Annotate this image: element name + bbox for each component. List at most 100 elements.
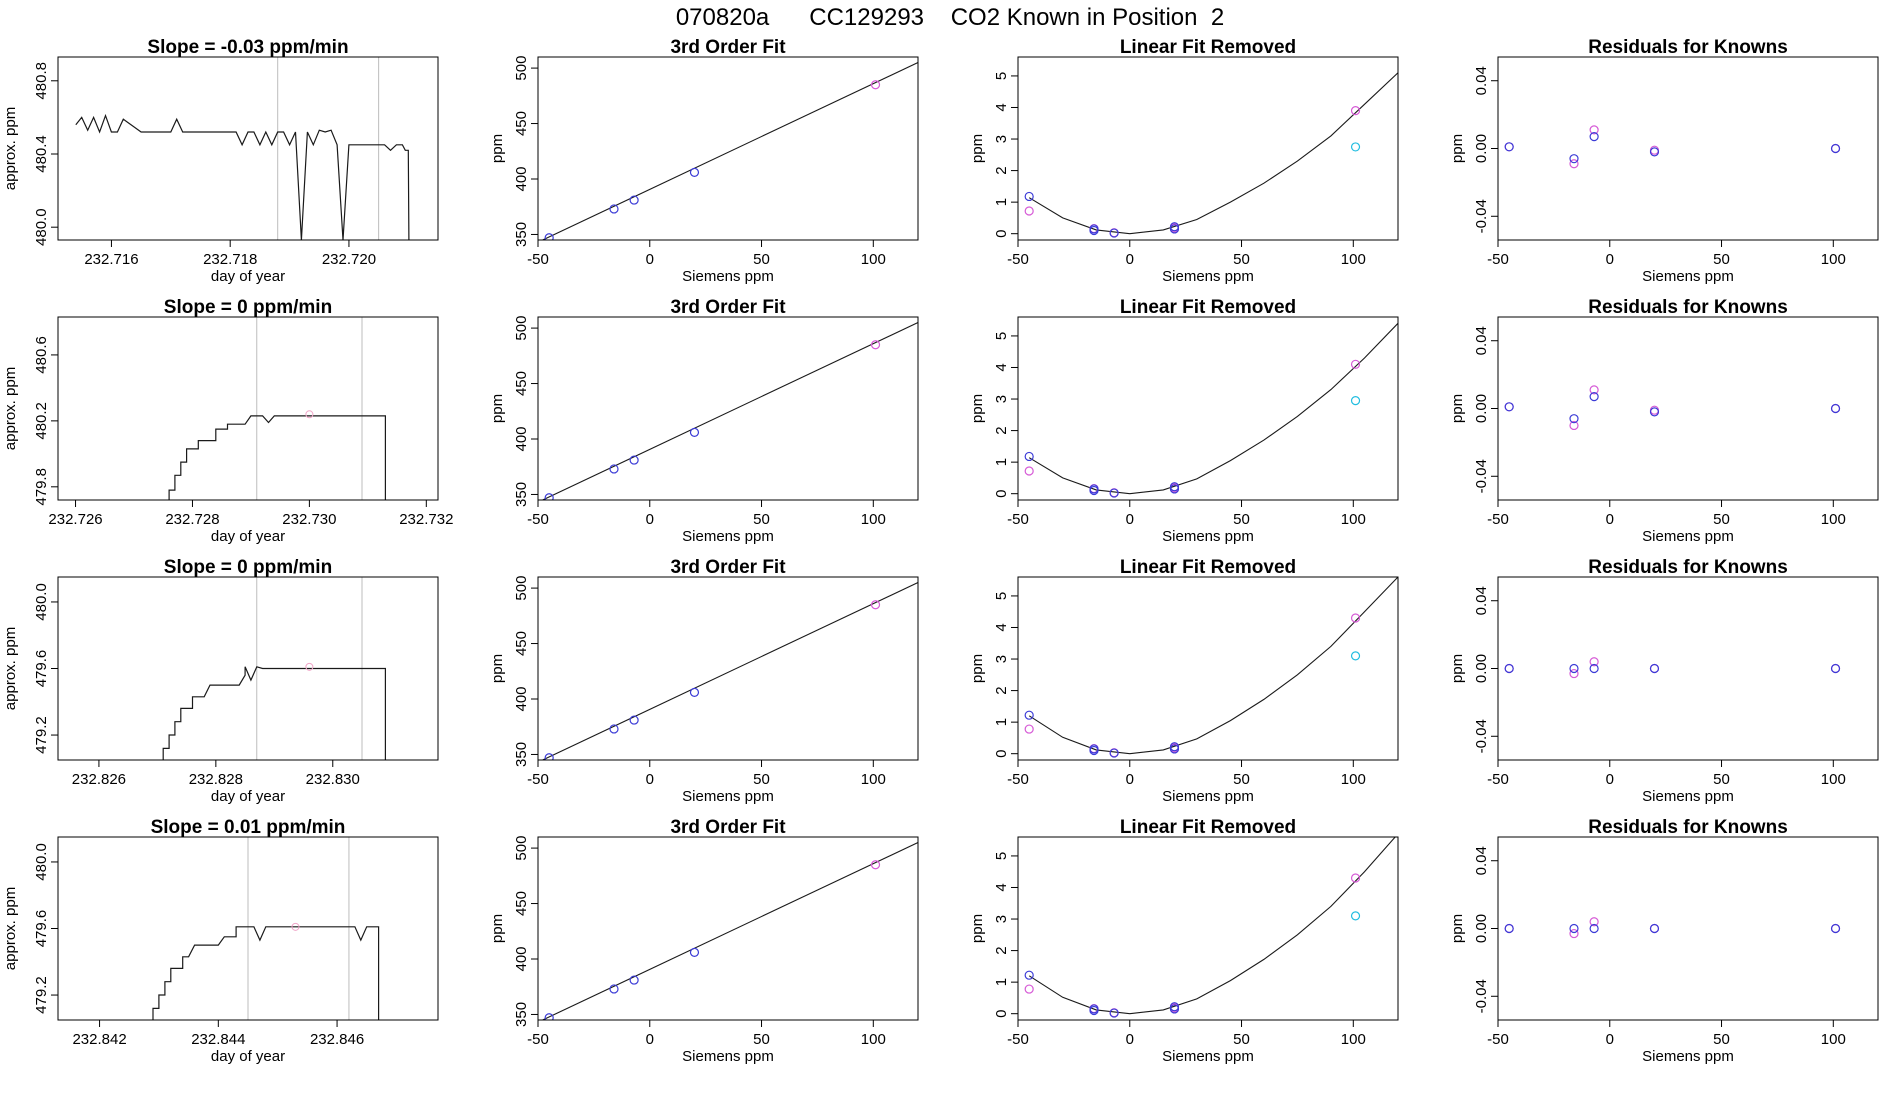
- panel-r4c3-point-cyan-1: [1350, 911, 1361, 921]
- panel-r3c4-ytick-label-3: 0.04: [1473, 586, 1490, 615]
- panel-r4c4-plot-area: [1504, 917, 1841, 939]
- panel-r2c1-xtick-label-3: 232.730: [282, 511, 336, 528]
- panel-r2c2-xtick-label-1: -50: [527, 511, 549, 528]
- panel-r4c1-title: Slope = 0.01 ppm/min: [151, 817, 346, 838]
- panel-r1c3-point-magenta-5: [1350, 106, 1361, 116]
- panel-r2c4-xtick-label-1: -50: [1487, 511, 1509, 528]
- panel-r4c4-point-magenta-2: [1569, 928, 1579, 939]
- panel-r4c1-ytick-label-3: 480.0: [33, 843, 50, 881]
- panel-r2c1-xlabel: day of year: [211, 528, 285, 545]
- panel-r1c3-xtick-label-2: 0: [1126, 251, 1134, 268]
- panel-r1c4: -50 0 50 100 -0.04 0.00 0.04 Residuals for Know…: [1449, 37, 1879, 285]
- panel-r4c4-point-blue-1: [1504, 923, 1514, 934]
- panel-r4c2-xtick-label-2: 0: [646, 1031, 654, 1048]
- panel-r2c2-frame: [537, 316, 919, 501]
- panel-r3c2-xlabel: Siemens ppm: [682, 788, 774, 805]
- panel-r4c3-xtick-label-3: 50: [1233, 1031, 1250, 1048]
- panel-r2c2-title: 3rd Order Fit: [670, 297, 786, 318]
- panel-r3c4-ytick-label-1: -0.04: [1473, 719, 1490, 753]
- panel-r2c4: -50 0 50 100 -0.04 0.00 0.04 Residuals for Know…: [1449, 297, 1879, 545]
- panel-r1c1-ytick-label-3: 480.8: [33, 62, 50, 100]
- panel-r4c2-xlabel: Siemens ppm: [682, 1048, 774, 1065]
- panel-r2c1-ytick-label-1: 479.8: [33, 468, 50, 506]
- panel-r1c1-ylabel: approx. ppm: [2, 107, 19, 190]
- panel-r4c3-ytick-label-1: 0: [993, 1010, 1010, 1018]
- panel-r4c4-xtick-label-1: -50: [1487, 1031, 1509, 1048]
- panel-r4c1-ytick-label-1: 479.2: [33, 976, 50, 1014]
- panel-r3c3-xlabel: Siemens ppm: [1162, 788, 1254, 805]
- panel-r4c4-point-blue-3: [1589, 923, 1599, 934]
- panel-r4c2-frame: [537, 836, 919, 1021]
- panel-r4c1-mean-marker: [291, 922, 300, 931]
- panel-r2c4-point-blue-4: [1649, 407, 1660, 417]
- panel-r3c4-xtick-label-3: 50: [1713, 771, 1730, 788]
- panel-r4c4: -50 0 50 100 -0.04 0.00 0.04 Residuals for Know…: [1449, 817, 1879, 1065]
- panel-r4c4-point-blue-2: [1569, 923, 1579, 934]
- panel-r4c3-point-blue-3: [1089, 1004, 1099, 1014]
- panel-r3c2-xtick-label-2: 0: [646, 771, 654, 788]
- panel-r3c3-xtick-label-2: 0: [1126, 771, 1134, 788]
- panel-r1c3-title: Linear Fit Removed: [1120, 37, 1296, 58]
- panel-r3c3-point-magenta-5: [1350, 613, 1361, 623]
- panel-r3c2-point-blue-3: [629, 715, 639, 725]
- panel-r2c4-plot-area: [1504, 385, 1841, 431]
- panel-r3c1-xtick-label-1: 232.826: [72, 771, 126, 788]
- panel-r2c2-xlabel: Siemens ppm: [682, 528, 774, 545]
- panel-r1c3-point-blue-6: [1169, 222, 1180, 232]
- panel-r1c3-ytick-label-6: 5: [993, 72, 1010, 80]
- panel-r1c2-point-blue-4: [689, 167, 700, 177]
- panel-r4c3-xtick-label-4: 100: [1341, 1031, 1366, 1048]
- panel-r2c2-point-blue-1: [544, 493, 554, 500]
- panel-r2c2-xtick-label-2: 0: [646, 511, 654, 528]
- panel-r3c2-plot-area: [541, 582, 918, 760]
- panel-r3c1-series-line: [162, 666, 386, 760]
- panel-r2c2-point-blue-3: [629, 455, 639, 465]
- panel-r2c1: 232.726 232.728 232.730 232.732 479.8 480.2 48…: [2, 297, 453, 545]
- panel-r2c4-point-blue-3: [1589, 392, 1599, 402]
- panel-r4c3-ytick-label-2: 1: [993, 978, 1010, 986]
- panel-r3c2-point-magenta-1: [870, 600, 881, 610]
- panel-r2c1-ytick-label-3: 480.6: [33, 336, 50, 374]
- panel-r4c2-point-magenta-1: [870, 860, 881, 870]
- panel-r1c1-ytick-label-1: 480.0: [33, 208, 50, 246]
- panel-r2c1-xtick-label-4: 232.732: [399, 511, 453, 528]
- panel-r3c1: 232.826 232.828 232.830 479.2 479.6 480.0 Slop…: [2, 557, 439, 805]
- panel-r1c2-xtick-label-3: 50: [753, 251, 770, 268]
- panel-r4c3-ytick-label-6: 5: [993, 852, 1010, 860]
- panel-r1c4-point-blue-5: [1830, 143, 1841, 154]
- panel-r4c2-ytick-label-3: 450: [513, 891, 530, 916]
- panel-r2c3-xlabel: Siemens ppm: [1162, 528, 1254, 545]
- panel-r2c3-point-blue-4: [1109, 488, 1119, 498]
- panel-r2c3-point-magenta-5: [1350, 359, 1361, 369]
- panel-r4c3-xtick-label-1: -50: [1007, 1031, 1029, 1048]
- panel-r4c3-point-blue-1: [1024, 970, 1034, 980]
- panel-r2c3-title: Linear Fit Removed: [1120, 297, 1296, 318]
- panel-r3c3-ytick-label-2: 1: [993, 718, 1010, 726]
- panel-r3c4-xtick-label-2: 0: [1606, 771, 1614, 788]
- panel-r3c3-ytick-label-1: 0: [993, 750, 1010, 758]
- panel-r1c2-xtick-label-2: 0: [646, 251, 654, 268]
- panel-r3c3-plot-area: [1024, 577, 1398, 758]
- panel-r3c4-plot-area: [1504, 657, 1841, 679]
- panel-r2c3: -50 0 50 100 0 1 2 3 4 5 Linear Fit Removed Siemens…: [969, 297, 1399, 545]
- panel-r2c3-ylabel: ppm: [969, 394, 986, 423]
- panel-r3c2-fit-curve: [541, 582, 918, 760]
- panel-r4c1-plot-area: [152, 837, 380, 1020]
- panel-r3c4-frame: [1497, 576, 1879, 761]
- panel-r2c4-point-blue-5: [1830, 403, 1841, 414]
- panel-r2c2-point-magenta-1: [870, 340, 881, 350]
- panel-r2c1-plot-area: [168, 317, 386, 500]
- panel-r4c2-point-blue-2: [609, 984, 619, 994]
- panel-r3c1-xlabel: day of year: [211, 788, 285, 805]
- panel-r1c2-ytick-label-1: 350: [513, 222, 530, 247]
- panel-r4c4-xlabel: Siemens ppm: [1642, 1048, 1734, 1065]
- panel-r2c1-title: Slope = 0 ppm/min: [164, 297, 332, 318]
- panel-r4c2-xtick-label-3: 50: [753, 1031, 770, 1048]
- panel-r3c3-xtick-label-4: 100: [1341, 771, 1366, 788]
- panel-r2c1-ytick-label-2: 480.2: [33, 402, 50, 440]
- panel-r4c3-ytick-label-3: 2: [993, 946, 1010, 954]
- panel-r3c2-title: 3rd Order Fit: [670, 557, 786, 578]
- panel-r1c3: -50 0 50 100 0 1 2 3 4 5 Linear Fit Removed Siemens…: [969, 37, 1399, 285]
- panel-r4c4-ytick-label-3: 0.04: [1473, 846, 1490, 875]
